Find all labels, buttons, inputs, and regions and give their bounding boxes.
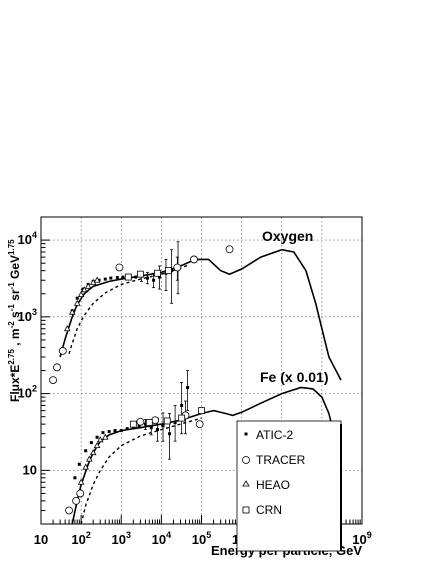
data-point-crn xyxy=(124,273,132,281)
data-point-atic-2 xyxy=(101,431,105,435)
data-point-crn xyxy=(129,420,137,428)
x-tick-label: 103 xyxy=(112,530,131,547)
data-point-tracer xyxy=(173,263,182,272)
data-point-atic-2 xyxy=(97,278,101,282)
data-point-atic-2 xyxy=(115,276,119,280)
data-point-atic-2 xyxy=(84,449,88,453)
legend-marker-tracer xyxy=(242,456,250,464)
annotation-fe: Fe (x 0.01) xyxy=(260,369,328,385)
x-tick-label: 105 xyxy=(192,530,211,547)
legend-label-crn: CRN xyxy=(256,503,282,517)
model-curve-dashed xyxy=(80,417,202,525)
y-axis-label: Flux*E2.75 , m-2 s-1 sr-1 GeV1.75 xyxy=(7,239,22,402)
data-point-crn xyxy=(165,267,172,275)
data-point-heao xyxy=(77,478,85,485)
legend-label-atic: ATIC-2 xyxy=(256,428,293,442)
data-point-tracer xyxy=(136,417,145,426)
data-point-tracer xyxy=(65,506,73,515)
x-tick-label: 10 xyxy=(34,532,48,547)
data-point-heao xyxy=(93,441,101,449)
data-point-tracer xyxy=(72,496,81,505)
data-point-atic-2 xyxy=(77,462,81,466)
legend-label-tracer: TRACER xyxy=(256,453,306,467)
legend-box xyxy=(236,420,342,552)
model-curve-solid xyxy=(59,248,342,381)
legend: ATIC-2 TRACER HEAO CRN xyxy=(236,420,342,552)
y-tick-label: 104 xyxy=(18,230,37,247)
data-point-tracer xyxy=(225,245,234,254)
data-point-heao xyxy=(93,276,101,283)
data-point-atic-2 xyxy=(143,422,147,426)
data-point-heao xyxy=(82,463,89,470)
data-point-atic-2 xyxy=(73,476,77,480)
y-tick-label: 102 xyxy=(18,384,37,401)
legend-marker-heao xyxy=(242,480,250,487)
data-point-tracer xyxy=(195,420,204,429)
data-point-atic-2 xyxy=(95,435,99,439)
data-point-atic-2 xyxy=(180,403,184,407)
legend-marker-crn xyxy=(242,506,250,514)
data-point-tracer xyxy=(190,255,198,264)
data-point-atic-2 xyxy=(149,426,153,430)
data-point-heao xyxy=(96,436,104,443)
data-point-crn xyxy=(198,407,205,415)
data-point-atic-2 xyxy=(145,276,149,280)
data-point-crn xyxy=(145,419,153,426)
data-point-heao xyxy=(77,290,85,297)
data-point-atic-2 xyxy=(119,429,123,433)
data-point-heao xyxy=(86,455,93,462)
legend-label-heao: HEAO xyxy=(256,478,290,492)
data-point-atic-2 xyxy=(103,277,107,281)
data-point-heao xyxy=(68,308,76,315)
data-point-atic-2 xyxy=(121,275,125,279)
data-point-crn xyxy=(163,417,171,425)
data-point-atic-2 xyxy=(75,296,79,300)
y-tick-label: 10 xyxy=(23,462,37,477)
data-point-tracer xyxy=(76,489,85,498)
x-tick-label: 109 xyxy=(352,530,371,547)
data-point-atic-2 xyxy=(173,421,177,425)
annotation-oxygen: Oxygen xyxy=(262,228,313,244)
grid xyxy=(41,217,362,524)
data-points xyxy=(49,241,234,515)
data-point-heao xyxy=(63,325,71,332)
x-tick-label: 102 xyxy=(71,530,90,547)
x-tick-label: 104 xyxy=(152,530,171,547)
data-point-atic-2 xyxy=(158,275,162,279)
data-point-tracer xyxy=(151,416,160,425)
data-point-crn xyxy=(178,414,186,422)
data-point-atic-2 xyxy=(107,430,111,434)
data-point-atic-2 xyxy=(137,424,141,428)
data-point-atic-2 xyxy=(113,429,117,433)
data-point-atic-2 xyxy=(125,427,129,431)
data-point-heao xyxy=(102,433,109,440)
data-point-atic-2 xyxy=(152,278,156,282)
data-point-crn xyxy=(136,270,144,278)
data-point-heao xyxy=(73,299,81,306)
data-point-atic-2 xyxy=(109,276,113,280)
data-point-heao xyxy=(89,449,97,456)
data-point-tracer xyxy=(49,376,57,384)
data-point-atic-2 xyxy=(155,428,159,432)
data-point-atic-2 xyxy=(161,424,165,428)
data-point-atic-2 xyxy=(134,275,138,279)
data-point-heao xyxy=(84,282,92,289)
y-tick-label: 103 xyxy=(18,307,37,324)
data-point-tracer xyxy=(58,347,67,355)
legend-marker-atic xyxy=(244,432,248,436)
data-point-atic-2 xyxy=(168,432,172,436)
data-point-tracer xyxy=(115,263,124,272)
data-point-heao xyxy=(81,286,88,293)
data-point-tracer xyxy=(53,363,61,372)
data-point-atic-2 xyxy=(186,386,190,390)
data-point-atic-2 xyxy=(89,441,93,445)
data-point-crn xyxy=(154,269,161,277)
